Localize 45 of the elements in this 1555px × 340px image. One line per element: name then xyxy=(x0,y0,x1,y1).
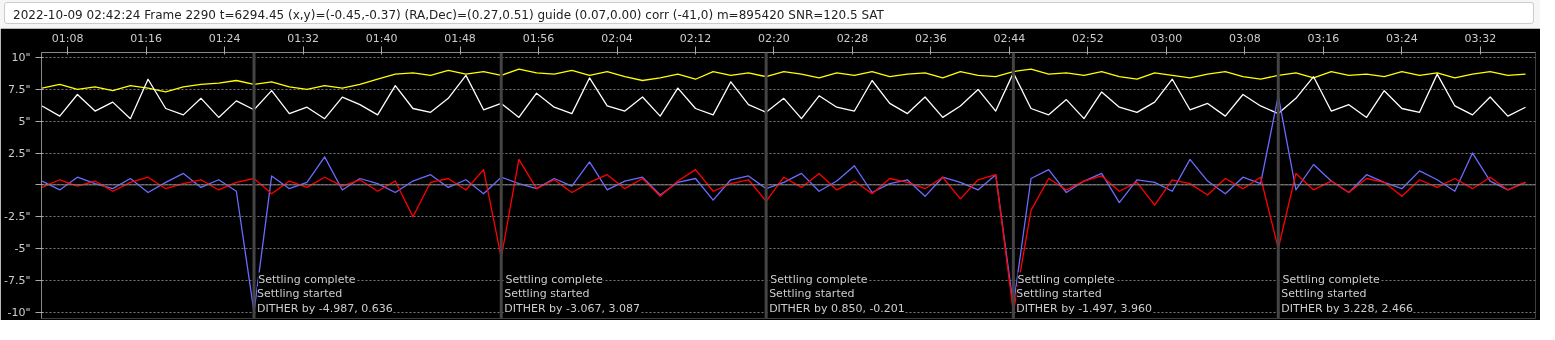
x-tick-label: 01:40 xyxy=(365,31,398,45)
x-tick-label: 01:48 xyxy=(444,31,476,45)
annotation: Settling started xyxy=(257,286,343,300)
x-tick-label: 02:44 xyxy=(993,31,1026,45)
y-tick-label: 2.5" xyxy=(7,146,31,160)
annotation: Settling complete xyxy=(1017,272,1116,286)
annotation: DITHER by -3.067, 3.087 xyxy=(504,301,640,315)
x-tick-label: 02:36 xyxy=(915,31,947,45)
annotation: Settling started xyxy=(1016,286,1102,300)
x-tick-label: 01:32 xyxy=(287,31,319,45)
annotation: Settling started xyxy=(769,286,855,300)
x-tick-label: 02:12 xyxy=(679,31,712,45)
x-tick-label: 03:08 xyxy=(1229,31,1261,45)
annotation: DITHER by 3.228, 2.466 xyxy=(1281,301,1414,315)
y-tick-label: -5" xyxy=(14,242,31,255)
annotation: Settling complete xyxy=(258,272,356,286)
y-tick-label: 10" xyxy=(11,51,31,65)
line-series xyxy=(41,68,1527,93)
x-tick-label: 03:24 xyxy=(1386,31,1418,45)
annotation: DITHER by -4.987, 0.636 xyxy=(257,301,393,315)
x-tick-label: 03:32 xyxy=(1464,31,1497,45)
annotation: DITHER by 0.850, -0.201 xyxy=(769,301,905,315)
chart-title: 2022-10-09 02:42:24 Frame 2290 t=6294.45 (x,y)=(-0.45,-0.37) (RA,Dec)=(0.27,0.51) guide (0.07,0.00) corr (-41,0) m=895420 SNR=120.5 SAT xyxy=(13,7,884,24)
x-tick-label: 02:28 xyxy=(836,31,869,45)
y-tick-label: 5" xyxy=(18,114,31,128)
x-tick-label: 02:20 xyxy=(758,31,790,45)
y-tick-label: -10" xyxy=(7,305,31,319)
annotation: Settling started xyxy=(504,286,590,300)
x-tick-label: 01:16 xyxy=(130,31,162,45)
x-tick-label: 01:56 xyxy=(522,31,555,45)
annotation: Settling complete xyxy=(1282,272,1380,286)
y-tick-label: -2.5" xyxy=(3,210,31,224)
x-tick-label: 01:24 xyxy=(208,31,241,45)
line-series xyxy=(41,72,1527,120)
annotation: Settling started xyxy=(1281,286,1367,300)
y-tick-label: 7.5" xyxy=(7,82,31,96)
y-tick-label: -7.5" xyxy=(3,273,31,287)
x-tick-label: 03:16 xyxy=(1307,31,1340,45)
annotation: Settling complete xyxy=(505,272,603,286)
annotation: Settling complete xyxy=(770,272,868,286)
annotation: DITHER by -1.497, 3.960 xyxy=(1016,301,1153,315)
x-tick-label: 02:04 xyxy=(601,31,633,45)
x-tick-label: 03:00 xyxy=(1150,31,1183,45)
x-tick-label: 02:52 xyxy=(1072,31,1104,45)
x-tick-label: 01:08 xyxy=(51,31,84,45)
